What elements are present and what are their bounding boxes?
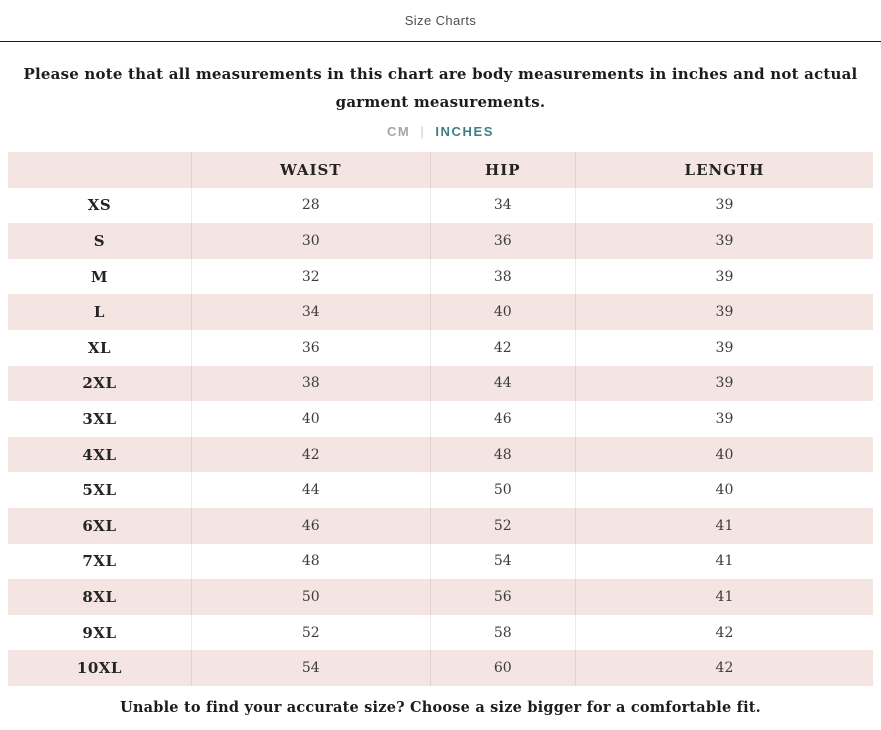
measurement-value: 38 xyxy=(430,258,576,295)
unit-option-cm[interactable]: CM xyxy=(386,124,411,139)
table-row: 7XL 48 54 41 xyxy=(8,543,873,580)
size-label: L xyxy=(8,294,192,330)
size-label: M xyxy=(8,258,192,295)
measurement-value: 46 xyxy=(430,401,576,437)
size-table-body: XS 28 34 39 S 30 36 39 M 32 38 39 L 34 40 39 XL 36 42 39 2XL… xyxy=(8,187,873,686)
table-row: M 32 38 39 xyxy=(8,258,873,295)
measurement-value: 50 xyxy=(430,472,576,508)
measurement-value: 50 xyxy=(191,579,431,615)
size-label: 2XL xyxy=(8,365,192,402)
measurement-value: 36 xyxy=(430,223,576,259)
measurement-value: 42 xyxy=(430,329,576,366)
size-label: XS xyxy=(8,187,192,224)
measurement-value: 40 xyxy=(191,401,431,437)
table-row: S 30 36 39 xyxy=(8,223,873,259)
measurement-value: 54 xyxy=(430,543,576,580)
size-chart-table: WAIST HIP LENGTH XS 28 34 39 S 30 36 39 M 32 38 39 L… xyxy=(8,152,873,686)
measurement-value: 36 xyxy=(191,329,431,366)
size-label: 5XL xyxy=(8,472,192,508)
footer-note: Unable to find your accurate size? Choos… xyxy=(120,698,761,716)
measurement-value: 42 xyxy=(191,436,431,473)
table-row: 9XL 52 58 42 xyxy=(8,614,873,651)
table-row: 6XL 46 52 41 xyxy=(8,507,873,544)
table-row: 2XL 38 44 39 xyxy=(8,365,873,402)
column-header-hip: HIP xyxy=(430,152,576,188)
measurement-value: 39 xyxy=(715,375,734,392)
measurement-value: 40 xyxy=(715,482,734,499)
measurement-value: 48 xyxy=(191,543,431,580)
measurement-value: 41 xyxy=(715,588,734,605)
measurement-note: Please note that all measurements in thi… xyxy=(23,65,858,111)
size-label: 7XL xyxy=(8,543,192,580)
toggle-separator: | xyxy=(420,124,426,139)
table-row: XS 28 34 39 xyxy=(8,187,873,224)
measurement-value: 56 xyxy=(430,579,576,615)
measurement-value: 41 xyxy=(715,517,734,534)
measurement-value: 39 xyxy=(715,232,734,249)
measurement-value: 39 xyxy=(715,268,734,285)
header-row: WAIST HIP LENGTH xyxy=(8,152,873,188)
measurement-value: 41 xyxy=(715,553,734,570)
size-label: 9XL xyxy=(8,614,192,651)
size-label: 3XL xyxy=(8,401,192,437)
measurement-value: 52 xyxy=(430,507,576,544)
measurement-value: 48 xyxy=(430,436,576,473)
table-row: 10XL 54 60 42 xyxy=(8,650,873,686)
measurement-value: 44 xyxy=(191,472,431,508)
table-row: L 34 40 39 xyxy=(8,294,873,330)
size-label: 8XL xyxy=(8,579,192,615)
column-header-size xyxy=(8,152,192,188)
measurement-value: 44 xyxy=(430,365,576,402)
measurement-value: 40 xyxy=(430,294,576,330)
measurement-value: 39 xyxy=(715,197,734,214)
measurement-value: 54 xyxy=(191,650,431,686)
measurement-value: 30 xyxy=(191,223,431,259)
measurement-value: 34 xyxy=(191,294,431,330)
table-row: 4XL 42 48 40 xyxy=(8,436,873,473)
measurement-value: 46 xyxy=(191,507,431,544)
measurement-value: 52 xyxy=(191,614,431,651)
measurement-value: 42 xyxy=(715,660,734,677)
page-title: Size Charts xyxy=(404,13,477,28)
measurement-value: 38 xyxy=(191,365,431,402)
column-header-waist: WAIST xyxy=(191,152,431,188)
measurement-value: 39 xyxy=(715,339,734,356)
measurement-value: 32 xyxy=(191,258,431,295)
unit-toggle: CM | INCHES xyxy=(0,124,881,139)
size-chart-header: WAIST HIP LENGTH xyxy=(8,152,873,188)
measurement-value: 28 xyxy=(191,187,431,224)
measurement-value: 39 xyxy=(715,304,734,321)
measurement-value: 60 xyxy=(430,650,576,686)
size-label: S xyxy=(8,223,192,259)
measurement-value: 39 xyxy=(715,410,734,427)
size-label: 10XL xyxy=(8,650,192,686)
table-row: XL 36 42 39 xyxy=(8,329,873,366)
size-label: 6XL xyxy=(8,507,192,544)
measurement-value: 58 xyxy=(430,614,576,651)
table-row: 3XL 40 46 39 xyxy=(8,401,873,437)
size-label: XL xyxy=(8,329,192,366)
column-header-length: LENGTH xyxy=(575,152,873,188)
measurement-value: 42 xyxy=(715,624,734,641)
page-header: Size Charts xyxy=(0,0,881,42)
unit-option-inches[interactable]: INCHES xyxy=(435,124,495,139)
measurement-value: 34 xyxy=(430,187,576,224)
table-row: 8XL 50 56 41 xyxy=(8,579,873,615)
size-label: 4XL xyxy=(8,436,192,473)
measurement-value: 40 xyxy=(715,446,734,463)
table-row: 5XL 44 50 40 xyxy=(8,472,873,508)
